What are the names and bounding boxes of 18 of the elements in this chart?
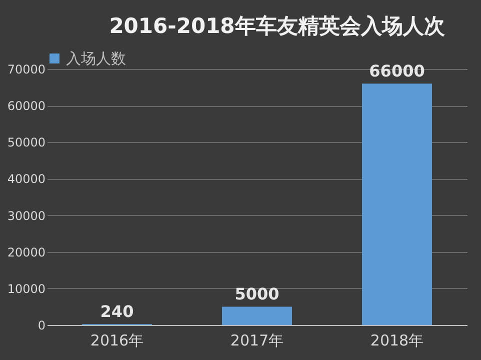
data-label: 66000 <box>369 62 425 81</box>
y-tick-label: 30000 <box>7 208 46 223</box>
bar <box>362 84 432 325</box>
y-tick-label: 50000 <box>7 136 46 150</box>
data-label: 240 <box>100 302 134 322</box>
chart-title: 2016-2018年车友精英会入场人次 <box>109 14 446 38</box>
data-label: 5000 <box>234 284 280 304</box>
y-tick-label: 40000 <box>7 172 46 186</box>
y-tick-label: 60000 <box>7 99 46 114</box>
y-tick-label: 10000 <box>7 282 46 296</box>
x-tick-label: 2017年 <box>230 332 284 350</box>
y-tick-label: 20000 <box>7 245 46 260</box>
y-tick-label: 0 <box>38 318 46 332</box>
bar <box>222 306 292 325</box>
x-tick-label: 2018年 <box>370 332 424 350</box>
legend-label: 入场人数 <box>66 50 126 68</box>
x-tick-label: 2016年 <box>90 332 144 350</box>
y-tick-label: 70000 <box>7 62 46 76</box>
